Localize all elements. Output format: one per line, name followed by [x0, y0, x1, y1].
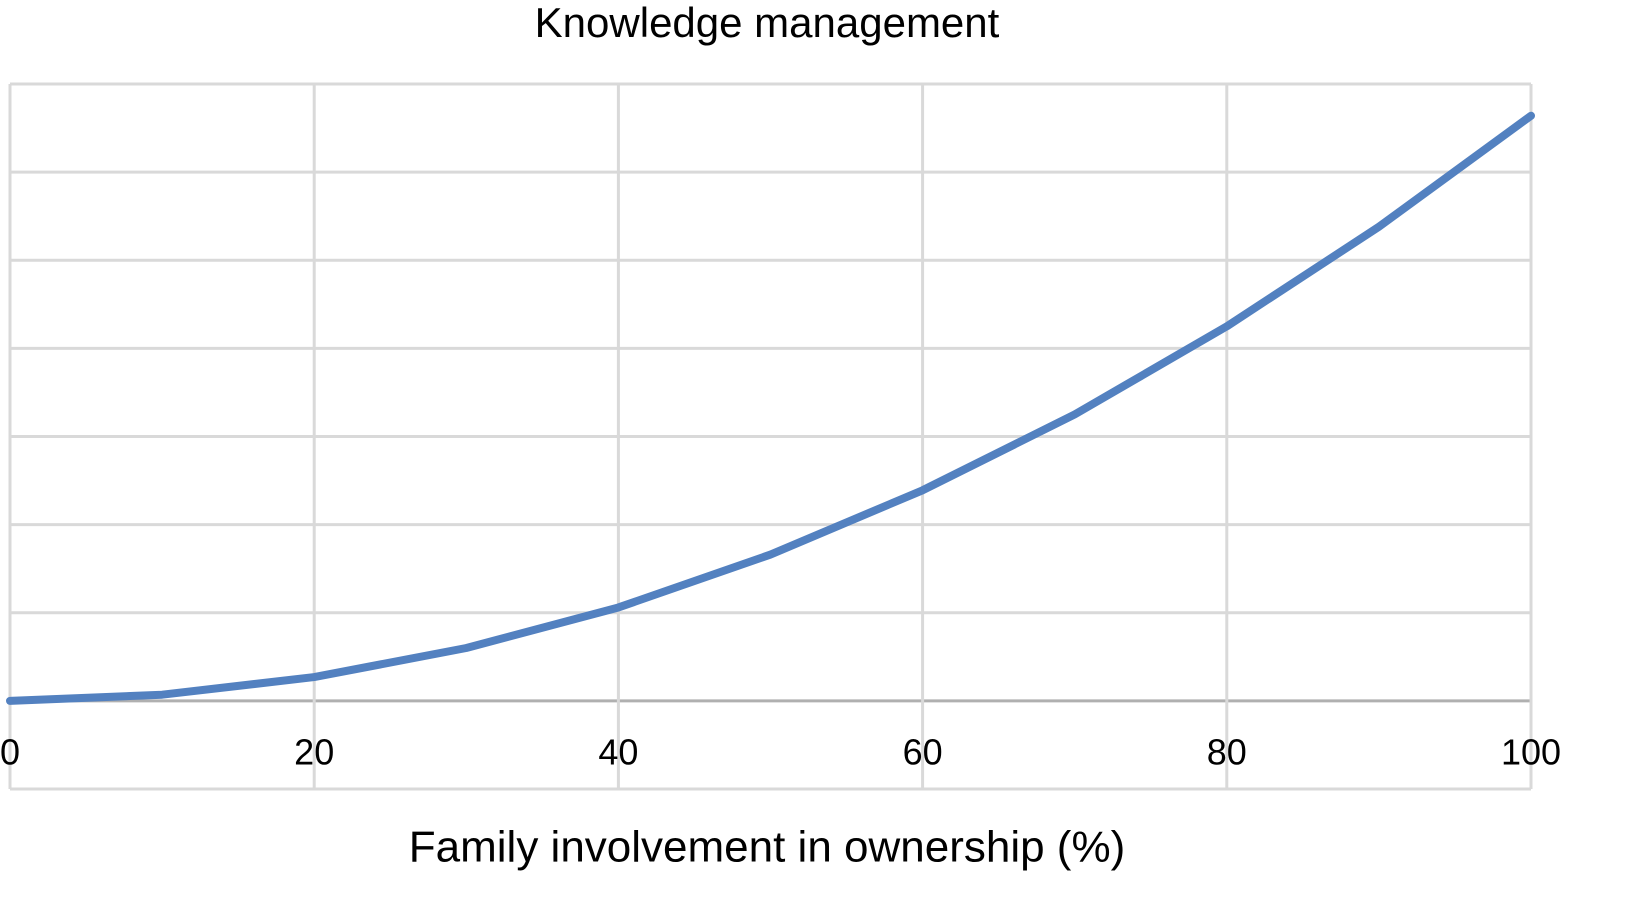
x-axis-title: Family involvement in ownership (%) — [409, 823, 1125, 872]
x-tick-label: 80 — [1207, 731, 1247, 772]
x-tick-label: 0 — [0, 731, 20, 772]
x-tick-label: 60 — [903, 731, 943, 772]
x-tick-label: 40 — [598, 731, 638, 772]
x-tick-label: 20 — [294, 731, 334, 772]
x-tick-label: 100 — [1501, 731, 1561, 772]
chart-title: Knowledge management — [535, 0, 1000, 46]
line — [6, 111, 1535, 705]
